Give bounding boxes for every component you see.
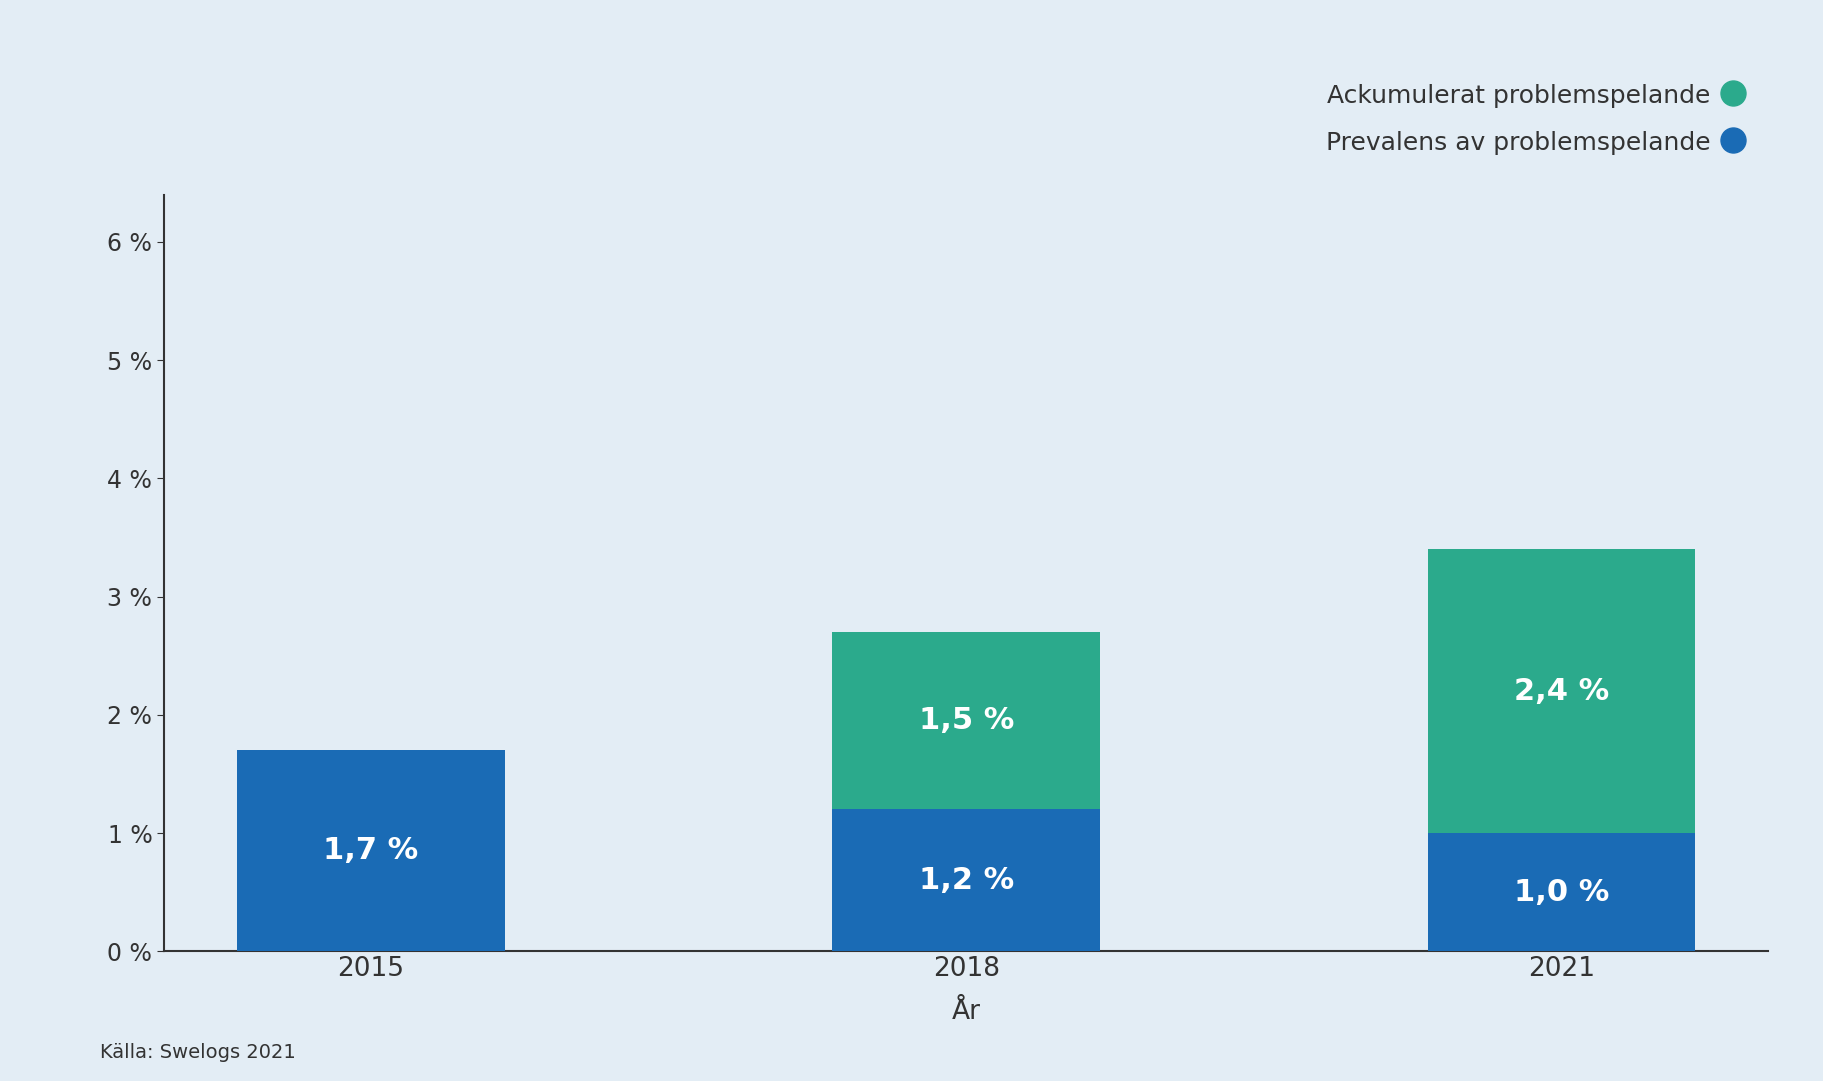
Legend: Ackumulerat problemspelande, Prevalens av problemspelande: Ackumulerat problemspelande, Prevalens a… <box>1314 71 1756 168</box>
Bar <box>1427 833 1695 951</box>
Text: 1,0 %: 1,0 % <box>1513 878 1610 907</box>
Bar <box>237 750 505 951</box>
Bar <box>833 632 1099 810</box>
Bar <box>1427 549 1695 833</box>
Text: 2,4 %: 2,4 % <box>1513 677 1610 706</box>
Text: 1,2 %: 1,2 % <box>919 866 1014 895</box>
X-axis label: År: År <box>952 999 981 1025</box>
Text: 1,5 %: 1,5 % <box>919 706 1014 735</box>
Bar <box>833 810 1099 951</box>
Text: Källa: Swelogs 2021: Källa: Swelogs 2021 <box>100 1042 295 1062</box>
Text: 1,7 %: 1,7 % <box>323 837 419 865</box>
